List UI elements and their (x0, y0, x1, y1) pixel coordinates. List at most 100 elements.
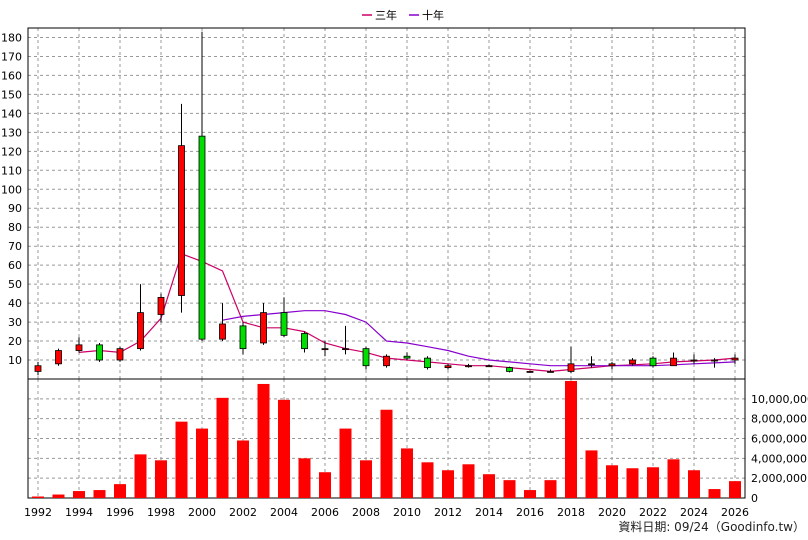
candle-body (342, 348, 349, 351)
candle-body (629, 359, 636, 365)
candle (485, 364, 493, 368)
candle (157, 293, 165, 323)
candle (649, 356, 657, 368)
candle (711, 358, 718, 368)
price-y-tick-label: 140 (1, 107, 22, 120)
candle (731, 354, 739, 364)
x-tick-label: 1996 (106, 506, 134, 519)
candle (403, 352, 411, 361)
candle-body (280, 312, 288, 336)
candle (424, 356, 431, 370)
x-tick-label: 1998 (147, 506, 175, 519)
price-y-tick-label: 40 (8, 297, 22, 310)
candle-body (383, 355, 390, 367)
volume-bar (544, 480, 557, 498)
volume-bar (319, 472, 331, 498)
candle (260, 303, 267, 345)
volume-y-tick-label: 8,000,000 (751, 413, 807, 426)
candle (670, 352, 677, 367)
volume-bar (380, 409, 393, 498)
x-tick-label: 2020 (598, 506, 626, 519)
price-y-tick-label: 180 (1, 31, 22, 44)
volume-bar (483, 474, 495, 498)
candle-body (731, 357, 739, 361)
candle-body (465, 365, 472, 368)
candle (444, 363, 452, 370)
candle (137, 284, 144, 351)
volume-bar (667, 459, 680, 498)
volume-bar (196, 428, 208, 498)
candle-body (485, 365, 493, 368)
price-y-tick-label: 110 (1, 164, 22, 177)
candle-body (506, 367, 513, 372)
volume-y-tick-label: 10,000,000 (751, 393, 808, 406)
candle (588, 356, 595, 368)
volume-bar (73, 491, 85, 498)
price-y-tick-label: 120 (1, 145, 22, 158)
ten-year-line (222, 310, 736, 367)
volume-y-tick-label: 0 (751, 492, 758, 505)
candle (321, 341, 329, 357)
candle-body (444, 365, 452, 369)
price-y-tick-label: 70 (8, 240, 22, 253)
candle (301, 331, 308, 353)
price-y-tick-label: 160 (1, 69, 22, 82)
legend-label-ten-year: 十年 (422, 8, 444, 22)
candle (567, 346, 575, 374)
candle-body (239, 325, 247, 350)
volume-bar (462, 464, 475, 498)
x-tick-label: 2002 (229, 506, 257, 519)
candle-body (75, 344, 83, 351)
legend: 三年 十年 (362, 8, 444, 22)
volume-bar (360, 460, 372, 498)
price-y-tick-label: 170 (1, 50, 22, 63)
volume-bar (729, 481, 741, 498)
volume-y-tick-label: 2,000,000 (751, 472, 807, 485)
volume-bar (401, 448, 413, 498)
candle (690, 354, 698, 364)
data-source-label: 資料日期: 09/24（Goodinfo.tw） (618, 520, 805, 534)
candle (280, 297, 288, 338)
x-tick-label: 2012 (434, 506, 462, 519)
volume-bar (278, 399, 290, 498)
candle-body (547, 371, 554, 373)
price-y-tick-label: 100 (1, 183, 22, 196)
volume-bar (421, 462, 434, 498)
volume-bar (626, 468, 639, 498)
x-tick-label: 2022 (639, 506, 667, 519)
x-tick-label: 2000 (188, 506, 216, 519)
candle-body (711, 359, 718, 362)
volume-bar (647, 467, 659, 498)
volume-bar (32, 496, 44, 498)
candle-body (608, 363, 616, 367)
volume-bar (339, 428, 352, 498)
x-tick-label: 2008 (352, 506, 380, 519)
volume-y-tick-label: 6,000,000 (751, 433, 807, 446)
candle-body (301, 333, 308, 350)
x-tick-label: 2018 (557, 506, 585, 519)
candle (342, 325, 349, 355)
price-y-tick-label: 150 (1, 88, 22, 101)
candle-body (526, 371, 534, 373)
price-y-tick-label: 60 (8, 259, 22, 272)
candle (239, 322, 247, 355)
candle-body (157, 297, 165, 315)
candle-body (34, 365, 42, 372)
volume-bar (237, 440, 249, 498)
volume-bar (503, 480, 516, 498)
candle-body (588, 363, 595, 366)
candle (526, 370, 534, 373)
volume-bar (688, 470, 700, 498)
volume-bar (606, 465, 618, 498)
candle-body (260, 312, 267, 344)
volume-bar (114, 484, 126, 498)
candle-body (116, 348, 124, 361)
price-y-tick-label: 50 (8, 278, 22, 291)
price-y-tick-label: 20 (8, 335, 22, 348)
volume-bar (93, 490, 106, 498)
x-tick-label: 2014 (475, 506, 503, 519)
candle-body (424, 357, 431, 369)
candle-body (403, 355, 411, 359)
candle (198, 31, 206, 342)
